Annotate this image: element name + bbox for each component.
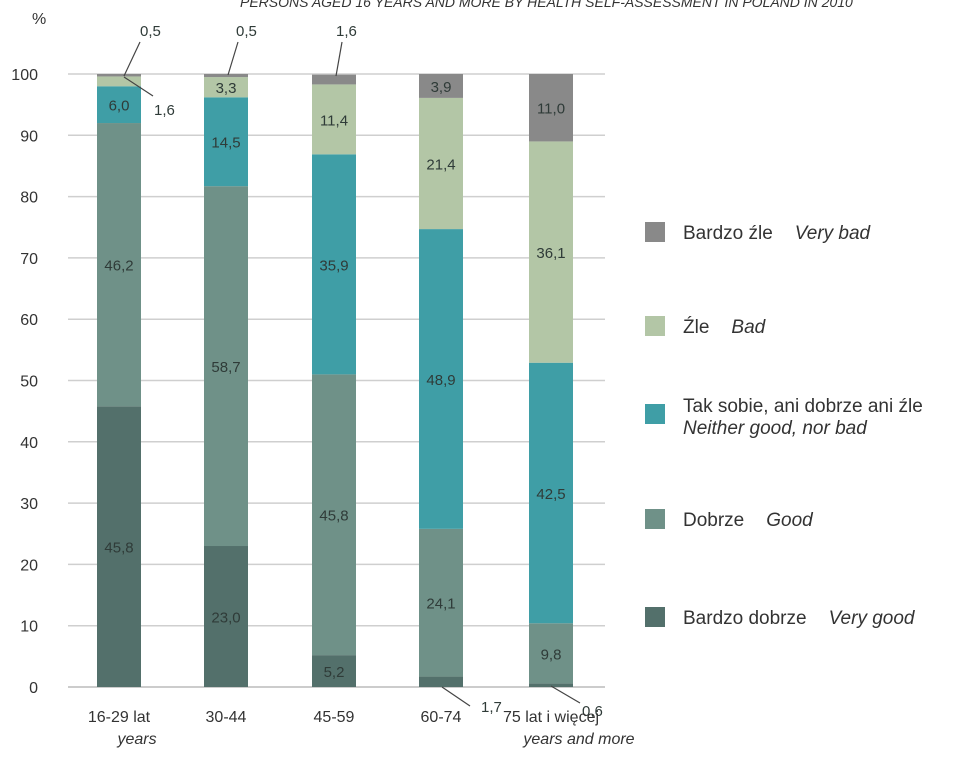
data-label: 23,0 — [211, 610, 240, 627]
legend-swatch — [645, 607, 665, 627]
bar-segment — [419, 528, 463, 677]
bar-segment — [312, 374, 356, 656]
legend-label: Źle — [683, 317, 709, 338]
data-label: 45,8 — [319, 508, 348, 525]
data-label: 14,5 — [211, 135, 240, 152]
y-tick-label: 10 — [20, 619, 38, 636]
y-tick-label: 20 — [20, 557, 38, 574]
data-label: 24,1 — [426, 596, 455, 613]
legend-swatch — [645, 404, 665, 424]
bar-segment — [204, 77, 248, 98]
bar-segment — [529, 623, 573, 684]
legend-label-en: Good — [766, 510, 814, 531]
bar-segment — [312, 154, 356, 375]
bar-segment — [204, 546, 248, 687]
callout-line — [441, 686, 471, 707]
bar-segment — [419, 74, 463, 98]
legend-label: Dobrze — [683, 510, 744, 531]
data-label: 0,5 — [140, 23, 161, 40]
bar-segment — [204, 97, 248, 187]
y-tick-label: 0 — [29, 680, 38, 697]
legend: Bardzo źle Very bad Źle Bad Tak sobie, ani d… — [645, 222, 923, 629]
bar-segment — [97, 74, 141, 77]
data-label: 3,9 — [431, 79, 452, 96]
bar-segment — [312, 74, 356, 85]
y-tick-label: 70 — [20, 251, 38, 268]
x-category-label: 45-59 — [314, 709, 355, 726]
callout-line — [123, 41, 141, 77]
legend-label-en: Bad — [731, 317, 766, 338]
y-unit-label: % — [32, 11, 46, 28]
chart-title: PERSONS AGED 16 YEARS AND MORE BY HEALTH… — [240, 0, 853, 10]
data-label: 58,7 — [211, 359, 240, 376]
legend-label-en: Very bad — [795, 223, 872, 244]
x-axis-categories: 16-29 lat years 30-44 45-59 60-74 75 lat i wi… — [88, 709, 635, 748]
data-label: 11,0 — [537, 101, 565, 118]
legend-label: Bardzo dobrze — [683, 608, 807, 629]
bar-segment — [97, 76, 141, 87]
data-label: 42,5 — [536, 486, 565, 503]
data-label: 6,0 — [109, 98, 130, 115]
legend-swatch — [645, 316, 665, 336]
data-labels: 45,8 23,0 5,2 1,7 0,6 46,2 58,7 45,8 24,1 9,8 6,0 1… — [104, 23, 602, 720]
data-label: 11,4 — [320, 112, 348, 129]
legend-label-en: Very good — [829, 608, 916, 629]
data-label: 0,5 — [236, 23, 257, 40]
x-category-label: 30-44 — [206, 709, 247, 726]
y-tick-label: 60 — [20, 312, 38, 329]
bar-segment — [312, 655, 356, 687]
callout-line — [335, 41, 343, 77]
bar-segment — [97, 123, 141, 407]
data-label: 21,4 — [426, 156, 455, 173]
bar-segment — [204, 186, 248, 547]
y-tick-label: 50 — [20, 374, 38, 391]
bar-segment — [529, 74, 573, 142]
bar-segment — [204, 74, 248, 78]
bar-segment — [419, 97, 463, 230]
legend-label: Tak sobie, ani dobrze ani źle — [683, 396, 923, 417]
callout-line — [227, 41, 239, 76]
x-category-sublabel: years — [116, 731, 156, 748]
data-label: 9,8 — [541, 646, 562, 663]
y-axis-ticks: 0 10 20 30 40 50 60 70 80 90 100 — [11, 67, 38, 697]
bars — [97, 74, 573, 687]
data-label: 3,3 — [216, 80, 237, 97]
x-category-label: 60-74 — [421, 709, 462, 726]
callout-line — [550, 685, 581, 704]
x-category-label: 16-29 lat — [88, 709, 151, 726]
bar-segment — [97, 406, 141, 687]
data-label: 1,6 — [336, 23, 357, 40]
data-label: 45,8 — [104, 540, 133, 557]
callout-line — [123, 76, 154, 97]
bar-segment — [419, 229, 463, 529]
legend-label: Bardzo źle — [683, 223, 773, 244]
data-label: 35,9 — [319, 257, 348, 274]
data-label: 5,2 — [324, 664, 345, 681]
legend-label-en: Neither good, nor bad — [683, 418, 868, 439]
bar-segment — [529, 362, 573, 624]
data-label: 0,6 — [582, 703, 603, 720]
bar-segment — [312, 84, 356, 155]
legend-swatch — [645, 509, 665, 529]
data-label: 36,1 — [536, 245, 565, 262]
data-label: 1,7 — [481, 699, 502, 716]
y-tick-label: 100 — [11, 67, 38, 84]
y-tick-label: 80 — [20, 190, 38, 207]
bar-segment — [97, 86, 141, 124]
x-category-label: 75 lat i więcej — [503, 709, 599, 726]
data-label: 46,2 — [104, 258, 133, 275]
data-label: 48,9 — [426, 372, 455, 389]
legend-swatch — [645, 222, 665, 242]
bar-segment — [419, 676, 463, 687]
data-label: 1,6 — [154, 102, 175, 119]
y-tick-label: 30 — [20, 496, 38, 513]
y-tick-label: 40 — [20, 435, 38, 452]
bar-segment — [529, 683, 573, 687]
x-category-sublabel: years and more — [522, 731, 634, 748]
bar-segment — [529, 141, 573, 363]
y-tick-label: 90 — [20, 128, 38, 145]
